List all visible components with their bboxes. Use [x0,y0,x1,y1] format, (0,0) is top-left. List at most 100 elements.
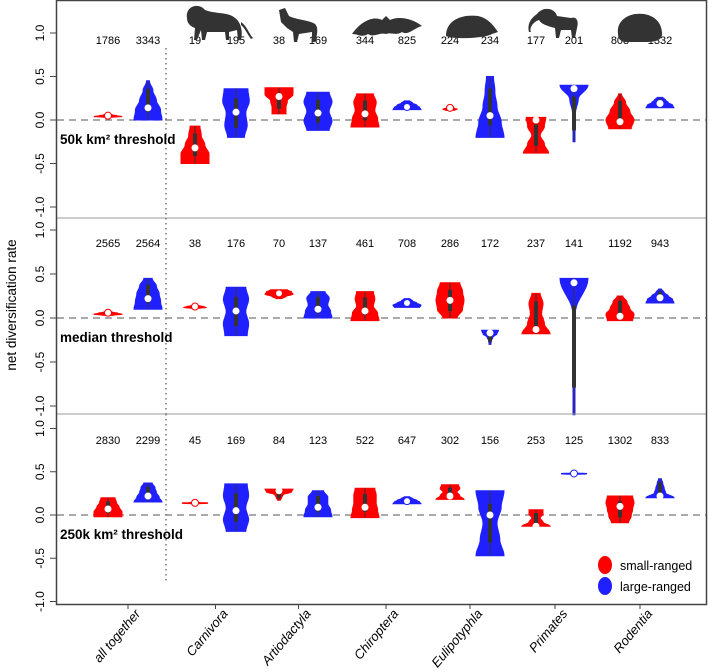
median-point [403,102,411,111]
y-tick-label: -1.0 [33,395,47,416]
median-point [403,497,411,506]
violin-large-carnivora: 195 [222,35,250,138]
sample-count: 237 [527,238,545,250]
violin-small-chiroptera: 461 [350,238,380,322]
x-tick-label: Primates [526,606,571,655]
sample-count: 2565 [96,238,120,250]
median-point [486,329,494,337]
sample-count: 1302 [608,435,632,447]
x-tick-label: Eulipotyphla [428,606,485,670]
violin-large-all-together: 2299 [133,435,163,503]
violin-large-artiodactyla: 123 [303,435,333,518]
y-tick-label: 1.0 [33,221,47,238]
violin-large-eulipotyphla: 156 [475,435,505,557]
sample-count: 123 [309,435,327,447]
violin-small-all-together: 2565 [93,238,123,317]
sample-count: 253 [527,435,545,447]
median-point [275,93,283,101]
violin-small-rodentia: 803 [605,35,635,130]
violin-large-chiroptera: 708 [392,238,422,308]
sample-count: 234 [481,35,499,47]
violin-small-all-together: 2830 [93,435,123,518]
median-point [314,305,322,313]
y-tick-label: -0.5 [33,548,47,569]
sample-count: 943 [651,238,669,250]
x-tick-label: Carnivora [183,606,231,659]
y-tick-label: -1.0 [33,196,47,217]
violin-small-carnivora: 45 [181,435,209,507]
violin-large-rodentia: 1332 [645,35,675,109]
y-tick-label: -1.0 [33,591,47,612]
violin-large-primates: 201 [559,35,589,143]
median-point [532,116,540,124]
x-tick-label: Rodentia [610,606,655,656]
sample-count: 19 [189,35,201,47]
legend: small-ranged large-ranged [598,556,692,595]
lion-silhouette-icon [186,5,253,40]
violin-large-all-together: 3343 [133,35,163,121]
y-tick-label: 0.5 [33,68,47,85]
violin-small-eulipotyphla: 224 [441,35,459,112]
sample-count: 302 [441,435,459,447]
panel-1: -1.0 -0.5 0.0 0.5 1.0 median threshold 2565 38 7… [33,217,707,416]
sample-count: 70 [273,238,285,250]
goat-silhouette-icon [279,8,318,42]
y-tick-label: 0.5 [33,265,47,282]
legend-swatch-small [598,556,612,574]
median-point [570,469,578,478]
violin-small-eulipotyphla: 286 [435,238,465,319]
median-point [403,299,411,308]
bat-silhouette-icon [352,16,422,36]
violin-small-rodentia: 1302 [605,435,635,524]
violin-small-primates: 177 [522,35,550,154]
sample-count: 647 [398,435,416,447]
sample-count: 172 [481,238,499,250]
median-point [232,108,240,116]
median-point [616,312,624,320]
median-point [446,103,454,112]
sample-count: 522 [356,435,374,447]
median-point [656,99,664,107]
sample-count: 38 [189,238,201,250]
sample-count: 825 [398,35,416,47]
median-point [191,144,199,152]
median-point [104,308,112,317]
violin-small-rodentia: 1192 [605,238,635,322]
median-point [314,109,322,117]
violin-large-all-together: 2564 [133,238,163,310]
violin-small-primates: 253 [521,435,551,530]
x-tick-label: Chiroptera [351,606,402,662]
violin-small-artiodactyla: 84 [264,435,294,501]
median-point [361,503,369,511]
sample-count: 708 [398,238,416,250]
sample-count: 45 [189,435,201,447]
violin-large-primates: 125 [560,435,588,478]
violin-small-eulipotyphla: 302 [435,435,465,500]
sample-count: 195 [227,35,245,47]
median-point [104,111,112,120]
panel-0: -1.0 -0.5 0.0 0.5 1.0 50k km² threshold 1786 19… [33,24,706,218]
median-point [656,492,664,500]
median-point [570,85,578,93]
violin-large-chiroptera: 825 [392,35,422,111]
median-point [616,502,624,510]
sample-count: 461 [356,238,374,250]
y-tick-label: 0.5 [33,463,47,480]
sample-count: 38 [273,35,285,47]
beaver-silhouette-icon [617,13,662,42]
sample-count: 2299 [136,435,160,447]
sample-count: 169 [227,435,245,447]
violin-large-carnivora: 176 [222,238,250,337]
sample-count: 177 [527,35,545,47]
violin-large-eulipotyphla: 234 [475,35,505,138]
threshold-label: median threshold [60,330,173,345]
median-point [446,492,454,500]
sample-count: 3343 [136,35,160,47]
sample-count: 201 [565,35,583,47]
violin-large-rodentia: 833 [645,435,675,500]
median-point [144,295,152,303]
median-point [275,289,283,298]
mole-silhouette-icon [446,15,498,39]
y-tick-label: 1.0 [33,24,47,41]
violin-small-chiroptera: 522 [350,435,380,519]
